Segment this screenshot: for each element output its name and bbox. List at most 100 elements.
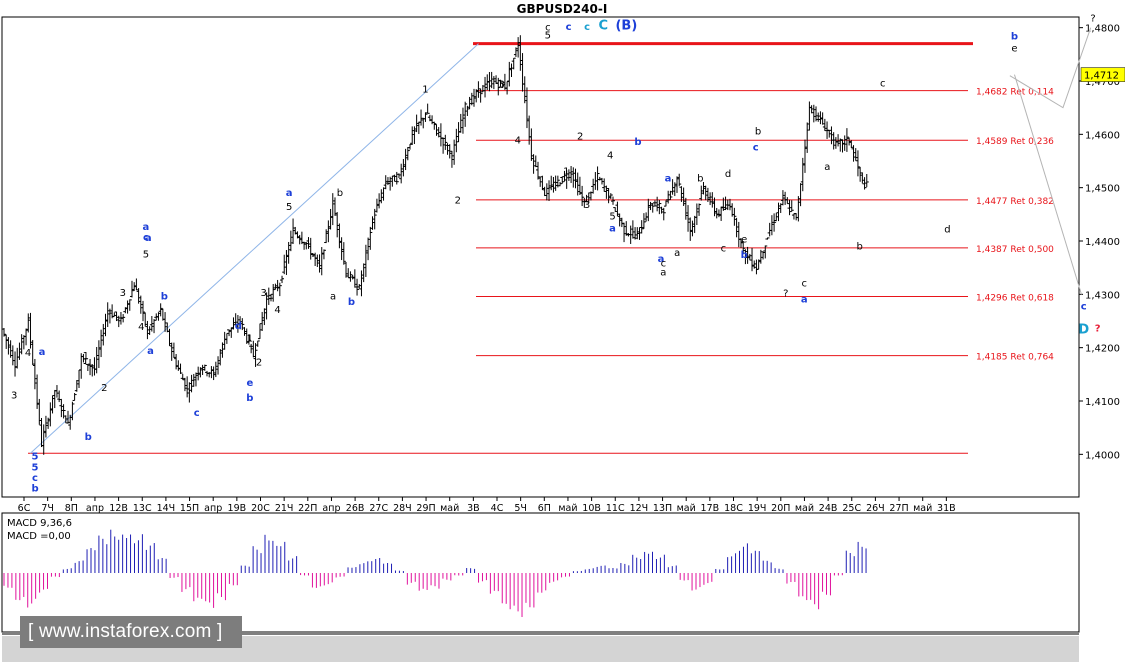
time-tick-label: 15П	[180, 503, 199, 514]
fib-level-label: 1,4387 Ret 0,500	[976, 245, 1054, 255]
current-price-label: 1,4712	[1084, 71, 1119, 82]
time-tick-label: 26Ч	[866, 503, 885, 514]
time-tick-label: 7Ч	[41, 503, 54, 514]
wave-label: b	[741, 250, 748, 261]
wave-label: 4	[515, 135, 521, 146]
time-tick-label: 3В	[467, 503, 480, 514]
wave-label: 4	[607, 150, 613, 161]
time-tick-label: апр	[204, 503, 222, 514]
wave-label: b	[857, 242, 863, 253]
watermark-logo: [ www.instaforex.com ]	[20, 616, 242, 648]
price-tick-label: 1,4500	[1085, 184, 1120, 195]
wave-label: b	[246, 393, 253, 404]
price-pane-frame	[1, 16, 1080, 498]
time-tick-label: 4С	[491, 503, 504, 514]
fib-level-label: 1,4589 Ret 0,236	[976, 137, 1054, 147]
wave-label: a	[660, 268, 666, 279]
wave-label: b	[697, 173, 703, 184]
time-tick-label: 6С	[18, 503, 31, 514]
trend-channel-line	[30, 43, 479, 454]
price-tick-label: 1,4800	[1085, 24, 1120, 35]
wave-label: d	[944, 224, 950, 235]
price-tick-label: 1,4100	[1085, 397, 1120, 408]
fib-level-label: 1,4185 Ret 0,764	[976, 353, 1054, 363]
time-tick-label: 17В	[701, 503, 720, 514]
time-tick-label: май	[795, 503, 814, 514]
wave-label: 2	[101, 383, 107, 394]
wave-label: a	[330, 292, 336, 303]
time-tick-label: 19В	[228, 503, 247, 514]
time-tick-label: апр	[86, 503, 104, 514]
price-tick-label: 1,4400	[1085, 237, 1120, 248]
wave-label: 3	[584, 200, 590, 211]
fib-level-label: 1,4477 Ret 0,382	[976, 197, 1054, 207]
wave-label: a	[286, 188, 293, 199]
wave-label: e	[1011, 44, 1017, 55]
wave-label: b	[31, 484, 38, 495]
time-tick-label: 29П	[416, 503, 435, 514]
time-tick-label: 25С	[842, 503, 861, 514]
time-tick-label: 20П	[771, 503, 790, 514]
wave-label: a	[824, 162, 830, 173]
wave-label: e	[741, 235, 747, 246]
wave-label: C	[599, 18, 609, 33]
wave-label: c	[143, 232, 149, 243]
wave-label: 4	[25, 348, 31, 359]
trend-channel-hidden	[28, 46, 474, 339]
wave-label: b	[337, 188, 343, 199]
wave-label: a	[39, 347, 46, 358]
wave-label: 5	[609, 212, 615, 223]
wave-label: 1	[83, 351, 89, 362]
macd-indicator-label: MACD 9,36,6	[7, 518, 72, 529]
wave-label: 1	[422, 85, 428, 96]
wave-label: c	[753, 142, 759, 153]
wave-label: b	[161, 292, 168, 303]
wave-label: a	[609, 223, 616, 234]
time-tick-label: 27П	[889, 503, 908, 514]
time-tick-label: 24В	[819, 503, 838, 514]
wave-label: 1	[563, 166, 569, 177]
wave-label: c	[32, 473, 38, 484]
wave-label: a	[147, 346, 154, 357]
wave-label: d	[725, 169, 731, 180]
fib-level-label: 1,4682 Ret 0,114	[976, 88, 1054, 98]
macd-pane-frame	[1, 512, 1080, 633]
wave-label: 5	[143, 250, 149, 261]
wave-label: 3	[120, 288, 126, 299]
time-tick-label: 13П	[653, 503, 672, 514]
wave-label: a	[674, 248, 680, 259]
wave-label: 5	[32, 452, 39, 463]
time-tick-label: 11С	[606, 503, 625, 514]
wave-label: 1	[247, 333, 253, 344]
time-tick-label: 12Ч	[630, 503, 649, 514]
price-tick-label: 1,4300	[1085, 290, 1120, 301]
time-tick-label: 26В	[346, 503, 365, 514]
price-tick-label: 1,4000	[1085, 450, 1120, 461]
wave-label: ?	[1095, 324, 1101, 335]
wave-label: b	[1011, 31, 1018, 42]
wave-label: b	[755, 126, 761, 137]
time-tick-label: май	[913, 503, 932, 514]
wave-label: a	[658, 254, 665, 265]
time-tick-label: 12В	[109, 503, 128, 514]
time-tick-label: май	[558, 503, 577, 514]
time-tick-label: апр	[322, 503, 340, 514]
wave-label: 2	[256, 357, 262, 368]
time-tick-label: май	[677, 503, 696, 514]
wave-label: D	[1078, 322, 1089, 337]
wave-label: c	[721, 244, 727, 255]
wave-label: a	[665, 173, 672, 184]
wave-label: c	[584, 22, 590, 33]
wave-label: 3	[11, 390, 17, 401]
time-tick-label: 20С	[251, 503, 270, 514]
wave-label: b	[348, 297, 355, 308]
wave-label: 3	[498, 79, 504, 90]
wave-label: 2	[577, 132, 583, 143]
wave-label: 4	[274, 305, 280, 316]
wave-label: 3	[261, 288, 267, 299]
wave-label: b	[85, 432, 92, 443]
wave-label: ?	[1090, 13, 1095, 24]
wave-label: 4	[138, 322, 144, 333]
wave-label: c	[566, 22, 572, 33]
time-tick-label: 6П	[538, 503, 551, 514]
